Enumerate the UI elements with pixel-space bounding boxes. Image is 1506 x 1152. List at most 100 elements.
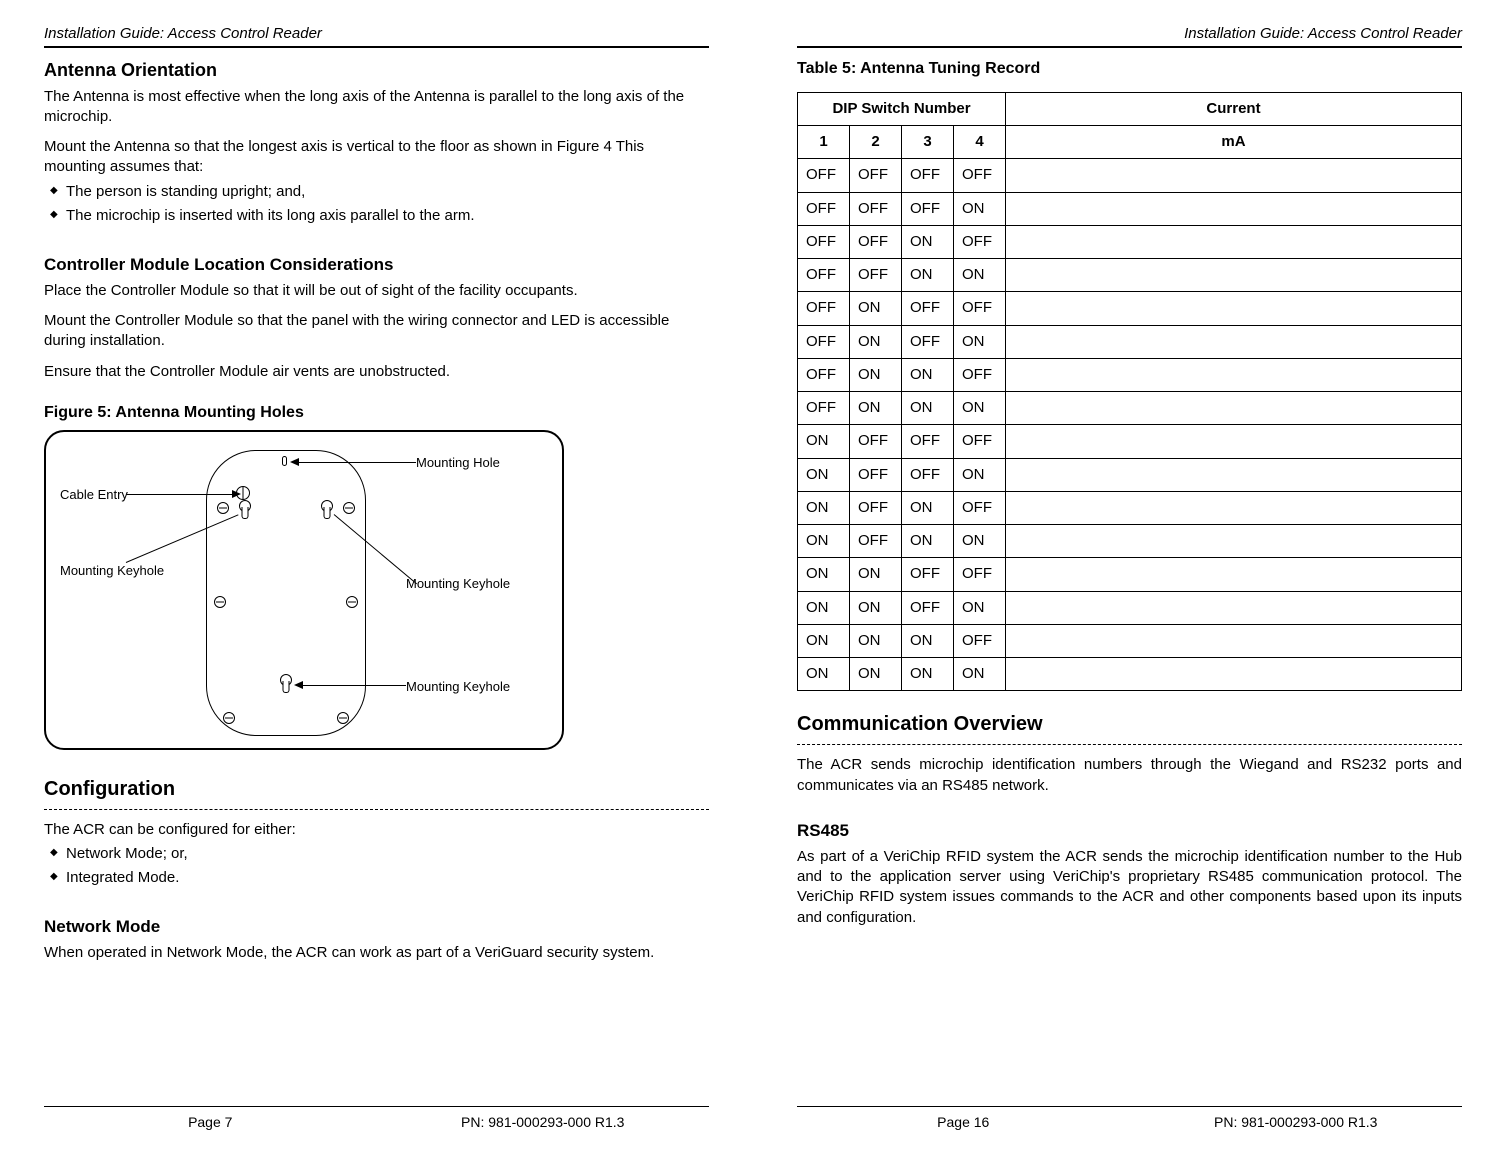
figure-caption: Figure 5: Antenna Mounting Holes [44, 402, 709, 424]
bullet-list: The person is standing upright; and, The… [44, 182, 709, 231]
figure-label: Cable Entry [60, 486, 128, 504]
table-cell: ON [798, 458, 850, 491]
list-item: The person is standing upright; and, [44, 182, 709, 202]
table-cell: OFF [850, 525, 902, 558]
table-cell: OFF [850, 425, 902, 458]
table-row: OFFOFFONOFF [798, 225, 1462, 258]
table-cell: OFF [850, 225, 902, 258]
footer-right: Page 16 PN: 981-000293-000 R1.3 [797, 1106, 1462, 1132]
page-number: Page 16 [797, 1113, 1130, 1132]
header-title: Installation Guide: Access Control Reade… [44, 24, 322, 44]
page-number: Page 7 [44, 1113, 377, 1132]
table-cell [1006, 225, 1462, 258]
table-row: ONOFFONON [798, 525, 1462, 558]
table-cell: OFF [850, 159, 902, 192]
table-cell: ON [798, 658, 850, 691]
figure-label: Mounting Hole [416, 454, 500, 472]
table-cell [1006, 624, 1462, 657]
table-cell: OFF [798, 292, 850, 325]
table-caption: Table 5: Antenna Tuning Record [797, 58, 1462, 80]
page-spread: Installation Guide: Access Control Reade… [0, 0, 1506, 1152]
list-item: Integrated Mode. [44, 868, 709, 888]
table-cell: OFF [850, 192, 902, 225]
table-cell: OFF [954, 225, 1006, 258]
table-cell: OFF [798, 325, 850, 358]
table-head: DIP Switch Number Current 1 2 3 4 mA [798, 92, 1462, 159]
leader-line [298, 462, 416, 463]
table-cell: ON [954, 525, 1006, 558]
figure-label: Mounting Keyhole [60, 562, 164, 580]
table-cell: ON [902, 225, 954, 258]
leader-line [126, 494, 234, 495]
table-row: ONONONOFF [798, 624, 1462, 657]
table-cell: OFF [798, 259, 850, 292]
table-cell: OFF [902, 458, 954, 491]
table-cell: OFF [850, 259, 902, 292]
table-cell [1006, 458, 1462, 491]
column-header: mA [1006, 126, 1462, 159]
mounting-hole-icon [282, 456, 287, 466]
heading-network-mode: Network Mode [44, 916, 709, 939]
table-cell: ON [798, 525, 850, 558]
table-cell: ON [954, 591, 1006, 624]
table-cell: OFF [902, 591, 954, 624]
para: Mount the Controller Module so that the … [44, 311, 709, 352]
table-row: OFFONOFFON [798, 325, 1462, 358]
table-cell: OFF [798, 358, 850, 391]
table-cell [1006, 259, 1462, 292]
column-group-header: Current [1006, 92, 1462, 125]
column-header: 3 [902, 126, 954, 159]
table-cell: OFF [902, 192, 954, 225]
table-cell: ON [850, 292, 902, 325]
table-row: OFFONOFFOFF [798, 292, 1462, 325]
table-row: ONOFFOFFOFF [798, 425, 1462, 458]
list-item: Network Mode; or, [44, 844, 709, 864]
part-number: PN: 981-000293-000 R1.3 [377, 1113, 710, 1132]
section-divider [797, 744, 1462, 745]
column-header: 1 [798, 126, 850, 159]
table-cell [1006, 325, 1462, 358]
table-cell: ON [902, 491, 954, 524]
column-header: 4 [954, 126, 1006, 159]
table-cell [1006, 192, 1462, 225]
bullet-list: Network Mode; or, Integrated Mode. [44, 844, 709, 893]
table-cell [1006, 358, 1462, 391]
mounting-keyhole-icon [240, 500, 250, 518]
table-cell: ON [798, 624, 850, 657]
running-header-left: Installation Guide: Access Control Reade… [44, 24, 709, 48]
table-cell: OFF [850, 491, 902, 524]
table-row: OFFONONON [798, 392, 1462, 425]
table-cell: ON [850, 358, 902, 391]
screw-icon [346, 596, 358, 608]
header-title: Installation Guide: Access Control Reade… [1184, 24, 1462, 44]
table-cell: ON [954, 325, 1006, 358]
table-cell: OFF [954, 491, 1006, 524]
table-cell: ON [902, 392, 954, 425]
para: When operated in Network Mode, the ACR c… [44, 943, 709, 963]
table-cell: ON [902, 624, 954, 657]
antenna-tuning-table: DIP Switch Number Current 1 2 3 4 mA OFF… [797, 92, 1462, 692]
heading-communication-overview: Communication Overview [797, 711, 1462, 738]
table-body: OFFOFFOFFOFFOFFOFFOFFONOFFOFFONOFFOFFOFF… [798, 159, 1462, 691]
para: As part of a VeriChip RFID system the AC… [797, 847, 1462, 928]
table-cell: OFF [902, 558, 954, 591]
table-row: OFFOFFOFFOFF [798, 159, 1462, 192]
table-cell [1006, 558, 1462, 591]
heading-controller-location: Controller Module Location Consideration… [44, 254, 709, 277]
figure-label: Mounting Keyhole [406, 575, 510, 593]
heading-rs485: RS485 [797, 820, 1462, 843]
para: The Antenna is most effective when the l… [44, 87, 709, 128]
table-row: ONONOFFOFF [798, 558, 1462, 591]
table-cell: ON [850, 624, 902, 657]
table-cell [1006, 292, 1462, 325]
table-cell: ON [798, 491, 850, 524]
table-cell: ON [850, 658, 902, 691]
table-cell: OFF [798, 225, 850, 258]
table-cell: ON [850, 325, 902, 358]
table-cell: OFF [902, 159, 954, 192]
table-cell: OFF [902, 292, 954, 325]
table-cell: ON [954, 458, 1006, 491]
screw-icon [223, 712, 235, 724]
arrowhead-icon [290, 458, 299, 466]
table-row: OFFOFFOFFON [798, 192, 1462, 225]
